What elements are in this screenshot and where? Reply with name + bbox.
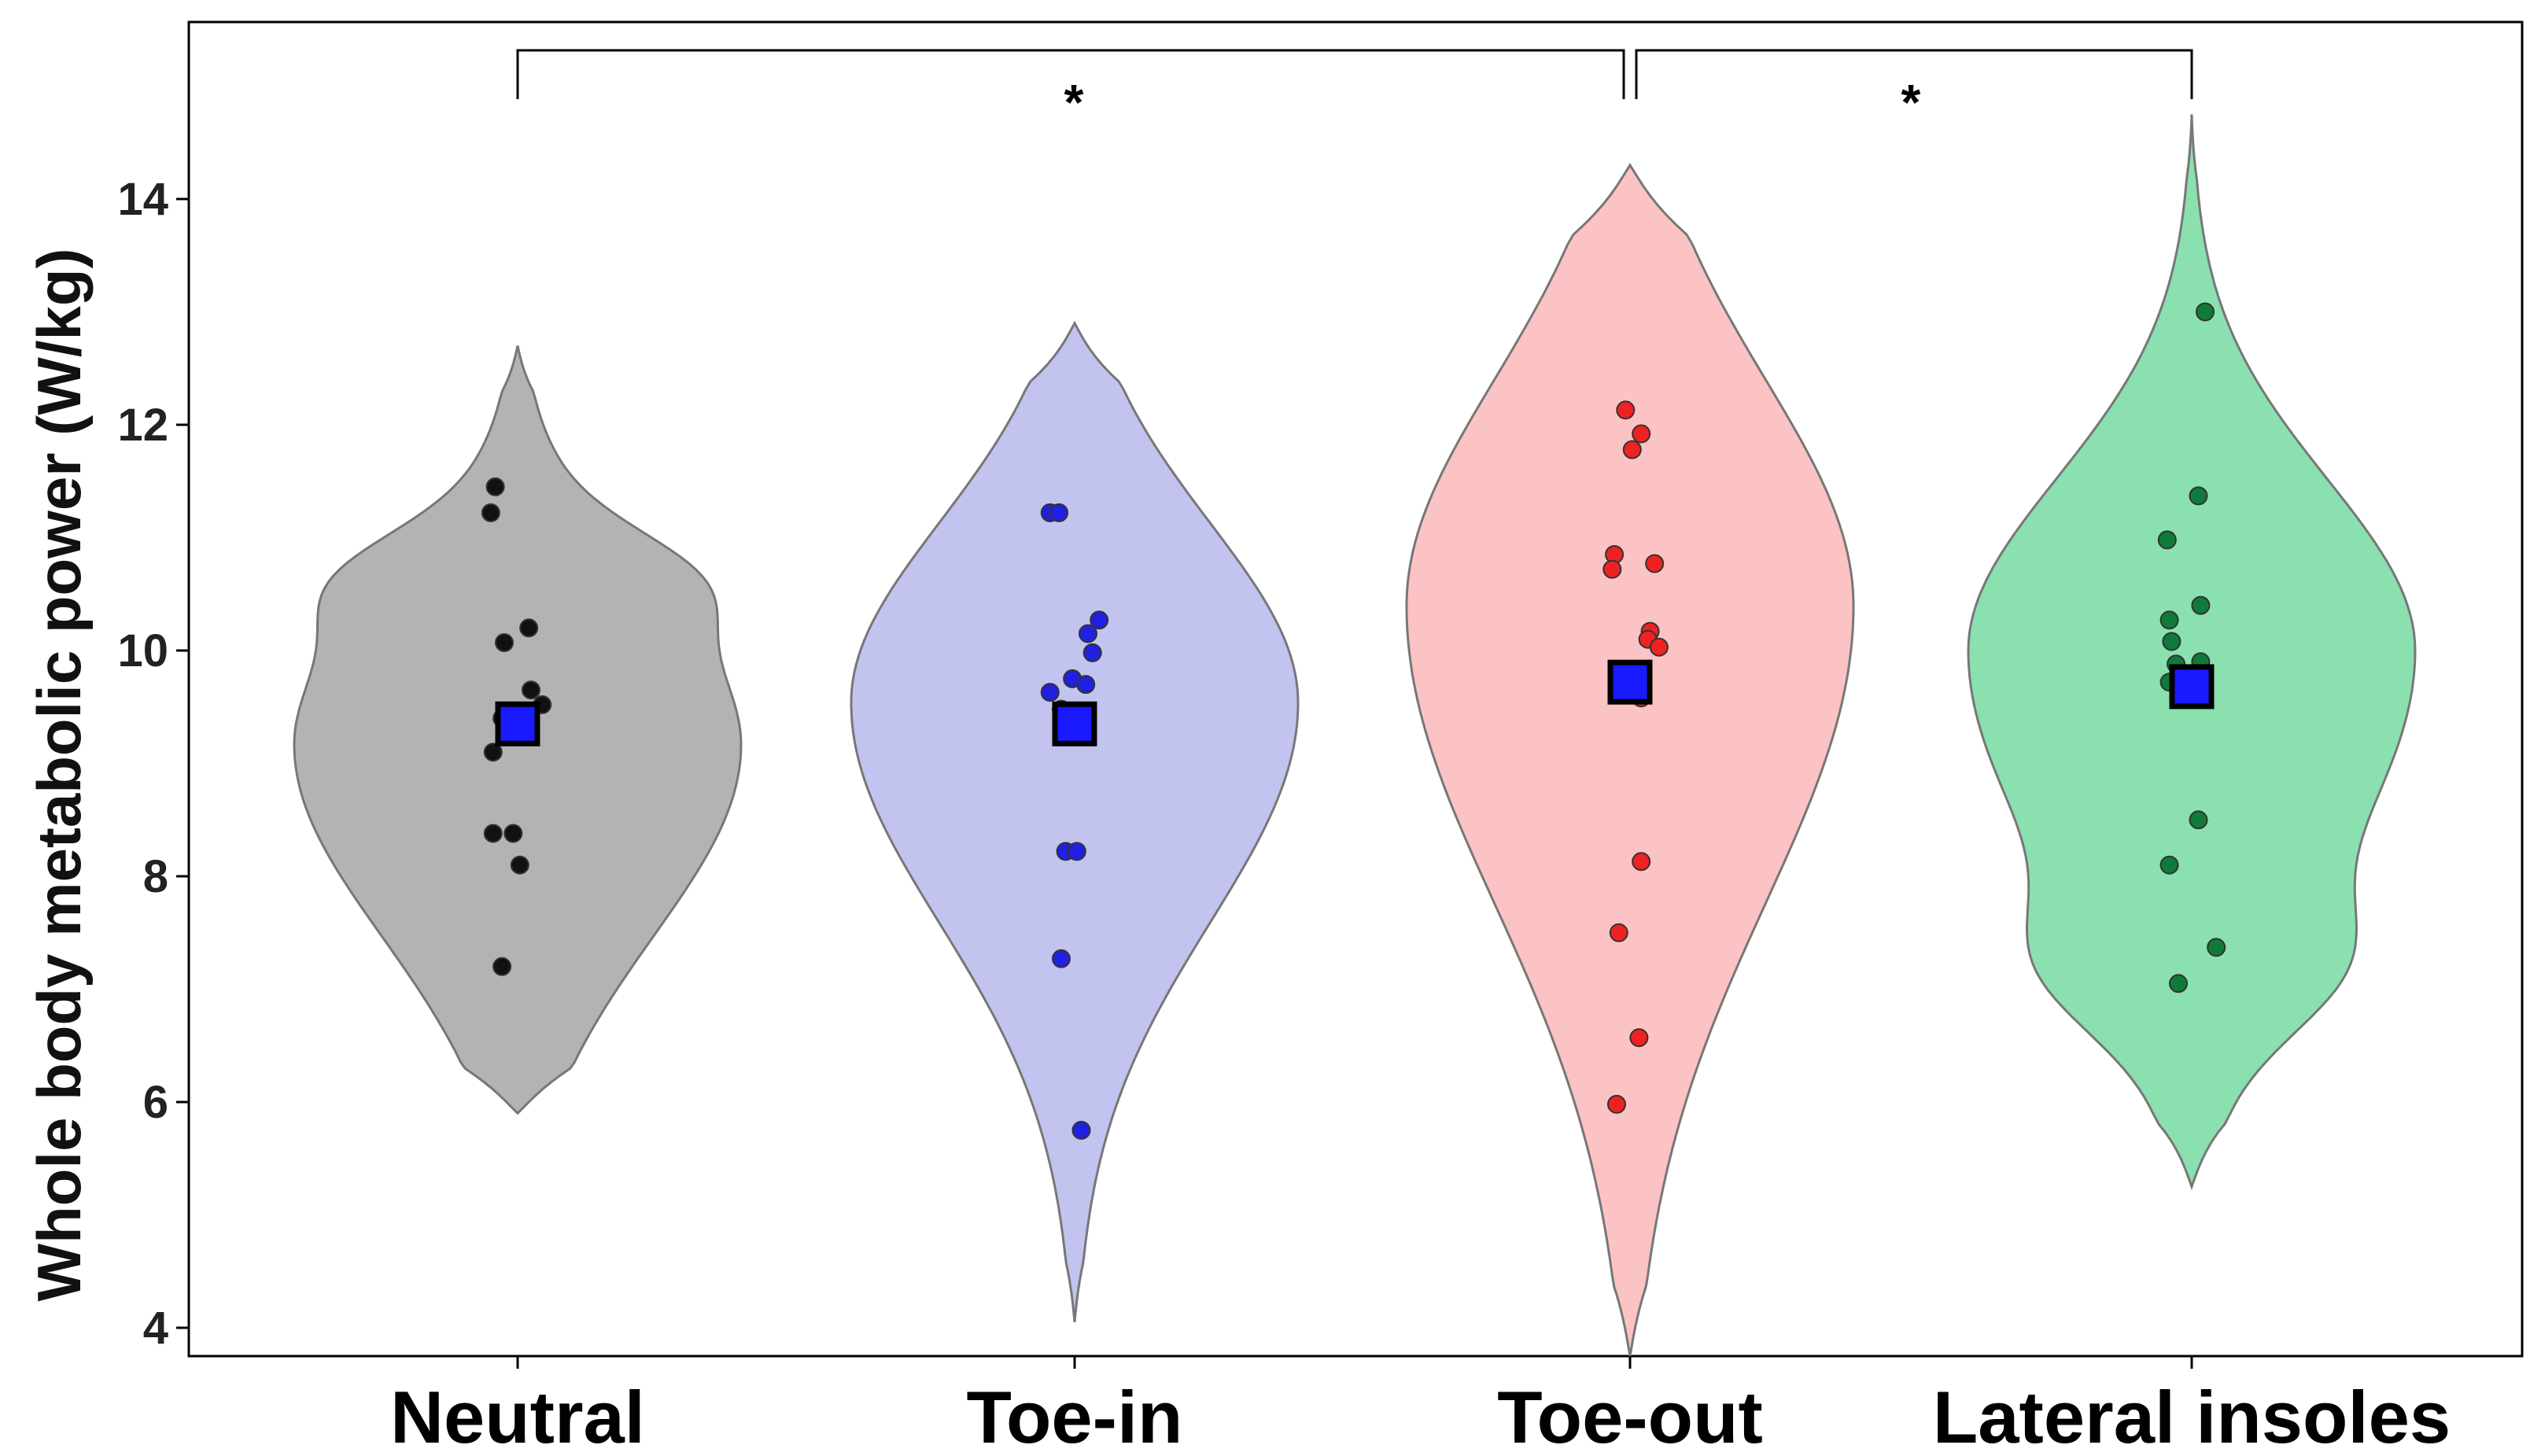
data-point	[1632, 852, 1651, 872]
data-point	[2162, 632, 2181, 651]
data-point	[1616, 400, 1636, 420]
data-point	[2189, 810, 2208, 830]
data-point	[1076, 675, 1096, 695]
y-tick-label: 10	[117, 625, 168, 676]
data-point	[1052, 949, 1071, 968]
y-tick-label: 12	[117, 400, 168, 451]
data-point	[2196, 302, 2215, 322]
data-point	[485, 477, 505, 496]
data-point	[483, 743, 503, 762]
violins-layer	[293, 114, 2417, 1357]
data-point	[1632, 424, 1651, 444]
data-point	[495, 633, 514, 652]
mean-marker	[1052, 701, 1097, 746]
violin-toe-out	[1405, 163, 1855, 1357]
data-point	[481, 503, 500, 522]
data-point	[2157, 530, 2177, 550]
data-point	[1049, 503, 1069, 522]
points-layer	[481, 302, 2226, 1140]
significance-bracket	[1635, 49, 2193, 99]
y-tick-label: 8	[143, 851, 168, 902]
x-tick-label: Toe-out	[1497, 1376, 1763, 1456]
significance-bracket	[516, 49, 1625, 99]
data-point	[483, 824, 503, 843]
data-point	[1629, 1028, 1649, 1048]
data-point	[2159, 855, 2179, 875]
data-point	[1040, 683, 1060, 702]
data-point	[1079, 624, 1097, 643]
x-tick-label: Toe-in	[967, 1376, 1183, 1456]
significance-label: *	[1901, 74, 1921, 131]
y-axis: 4 6 8 10 12 14	[117, 174, 189, 1354]
data-point	[1602, 559, 1622, 579]
data-point	[1607, 1094, 1626, 1114]
data-point	[2169, 974, 2188, 993]
significance-layer: * *	[516, 49, 2193, 131]
mean-marker	[2169, 664, 2215, 710]
data-point	[2191, 595, 2211, 615]
data-point	[1067, 842, 1086, 861]
y-axis-title: Whole body metabolic power (W/kg)	[24, 248, 94, 1301]
data-point	[1609, 923, 1628, 942]
violin-toe-in	[850, 320, 1300, 1322]
x-tick-label: Lateral insoles	[1933, 1376, 2451, 1456]
data-point	[503, 824, 523, 843]
mean-marker	[1607, 659, 1653, 705]
x-tick-label: Neutral	[390, 1376, 645, 1456]
data-point	[2189, 486, 2208, 506]
data-point	[2159, 610, 2179, 630]
data-point	[510, 855, 529, 875]
data-point	[1090, 610, 1109, 630]
plot-frame	[187, 20, 2524, 1358]
significance-label: *	[1064, 74, 1084, 131]
violin-lateral-insoles	[1967, 114, 2417, 1191]
data-point	[522, 680, 540, 700]
data-point	[2207, 938, 2226, 957]
x-axis: Neutral Toe-in Toe-out Lateral insoles	[390, 1356, 2451, 1456]
y-tick-label: 4	[143, 1303, 168, 1354]
mean-marker	[495, 701, 540, 746]
means-layer	[495, 659, 2215, 746]
data-point	[519, 618, 539, 638]
y-tick-label: 14	[117, 174, 168, 225]
data-point	[1645, 554, 1665, 573]
data-point	[1622, 440, 1642, 459]
data-point	[1082, 643, 1102, 662]
y-tick-label: 6	[143, 1077, 168, 1128]
data-point	[492, 957, 512, 976]
data-point	[1071, 1120, 1091, 1140]
data-point	[1649, 637, 1669, 657]
